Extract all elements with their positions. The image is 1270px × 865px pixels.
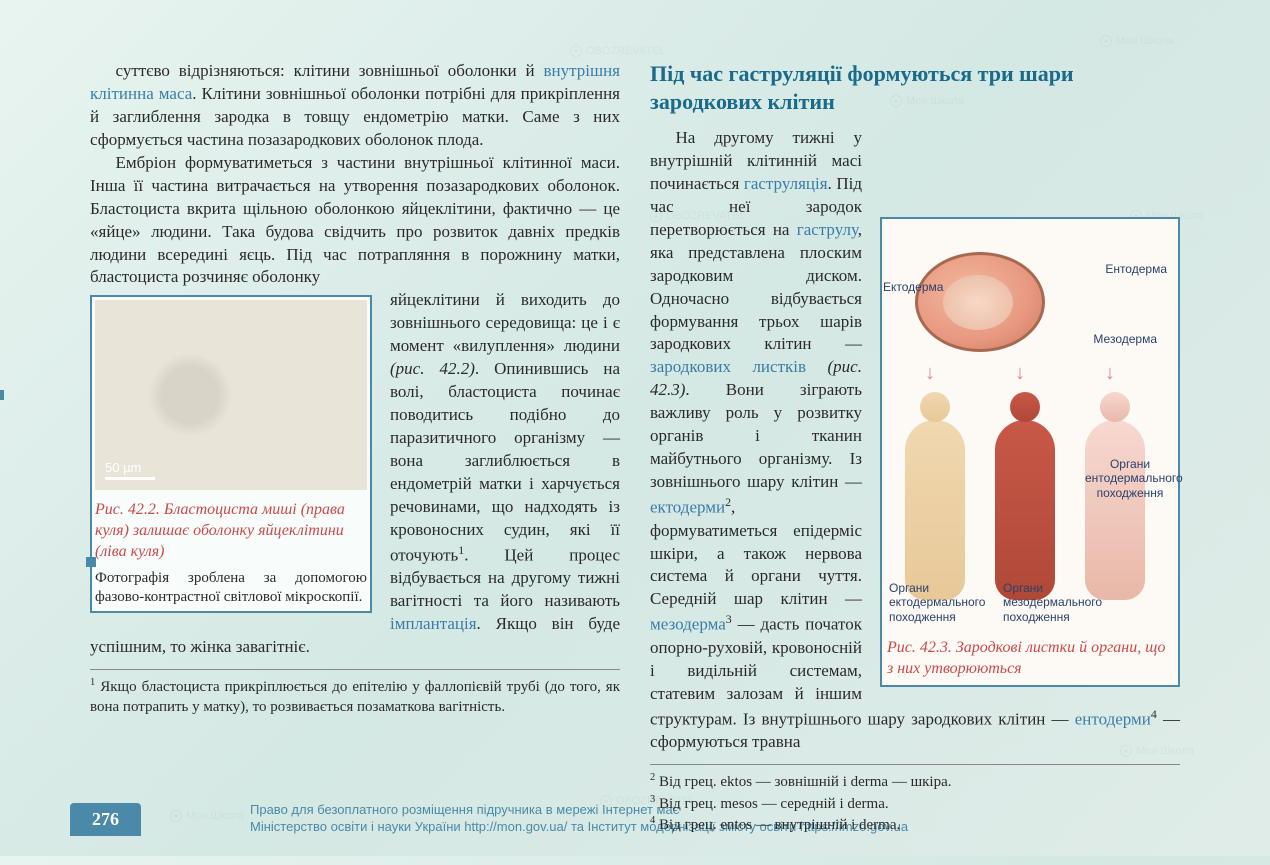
embryo-shape <box>915 252 1045 352</box>
footnote-3-text: Від грец. mesos — середній і derma. <box>659 796 889 812</box>
arrow-icon: ↓ <box>1105 362 1115 385</box>
label-ecto-organs: Органи ектодермального походження <box>889 581 989 624</box>
scale-bar: 50 µm <box>105 460 155 480</box>
term-entoderm: ентодерми <box>1075 709 1151 728</box>
term-gastrulation: гаструляція <box>744 174 828 193</box>
text: яйцеклітини й виходить до зовнішнього се… <box>390 290 620 355</box>
figure-ref: (рис. 42.2) <box>390 359 475 378</box>
figure-42-2: 50 µm Рис. 42.2. Бластоциста миші (права… <box>90 295 372 612</box>
body-ento <box>1085 420 1145 600</box>
figure-42-3-title: Рис. 42.3. Зародкові листки й органи, що… <box>887 638 1173 680</box>
term-implantation: імплантація <box>390 614 477 633</box>
label-meso-organs: Органи мезодермального походження <box>1003 581 1103 624</box>
figure-42-2-image: 50 µm <box>95 300 367 490</box>
label-entoderm: Ентодерма <box>1105 262 1167 276</box>
term-gastrula: гаструлу <box>797 220 858 239</box>
footnote-3: 3 Від грец. mesos — середній і derma. <box>650 793 1180 814</box>
box-marker <box>86 557 96 567</box>
text: Ембріон формуватиметься з частини внутрі… <box>90 153 620 287</box>
footnote-4-text: Від грец. entos — внутрішній і derma. <box>659 817 900 833</box>
label-ento-organs: Органи ентодермального походження <box>1085 457 1175 500</box>
text: . Опинившись на волі, бластоциста почина… <box>390 359 620 564</box>
figure-42-2-title: Рис. 42.2. Бластоциста миші (права куля)… <box>95 500 367 562</box>
figure-42-3-image: Ектодерма Ентодерма Мезодерма ↓ ↓ ↓ Орга… <box>885 222 1175 630</box>
body-ecto <box>905 420 965 600</box>
footnote-1-text: Якщо бластоциста прикріплюється до епіте… <box>90 679 620 715</box>
page-content: суттєво відрізняються: клітини зовнішньо… <box>0 0 1270 865</box>
term-ectoderm: ектодерми <box>650 498 725 517</box>
right-footnotes: 2 Від грец. ektos — зовнішній і derma — … <box>650 764 1180 835</box>
footnote-2: 2 Від грец. ektos — зовнішній і derma — … <box>650 771 1180 792</box>
box-marker <box>0 390 4 400</box>
term-germ-layers: зародкових листків <box>650 357 806 376</box>
body-meso <box>995 420 1055 600</box>
right-column: Під час гаструляції формуються три шари … <box>650 60 1180 835</box>
text: суттєво відрізняються: клітини зовнішньо… <box>116 61 544 80</box>
left-paragraph-2a: Ембріон формуватиметься з частини внутрі… <box>90 152 620 290</box>
arrow-icon: ↓ <box>925 362 935 385</box>
section-heading: Під час гаструляції формуються три шари … <box>650 60 1180 115</box>
footnote-num-1: 1 <box>90 677 95 688</box>
left-paragraph-1: суттєво відрізняються: клітини зовнішньо… <box>90 60 620 152</box>
text: . Якщо він буде успішним, то жінка заваг… <box>90 614 620 656</box>
figure-42-3: Ектодерма Ентодерма Мезодерма ↓ ↓ ↓ Орга… <box>880 217 1180 687</box>
label-mesoderm: Мезодерма <box>1093 332 1157 346</box>
label-ectoderm: Ектодерма <box>883 280 943 294</box>
left-footnotes: 1 Якщо бластоциста прикріплюється до епі… <box>90 669 620 718</box>
footnote-4: 4 Від грец. entos — внутрішній і derma. <box>650 814 1180 835</box>
left-column: суттєво відрізняються: клітини зовнішньо… <box>90 60 620 835</box>
figure-42-2-subtitle: Фотографія зроблена за допомогою фазово-… <box>95 569 367 608</box>
footnote-2-text: Від грец. ektos — зовнішній і derma — шк… <box>659 774 952 790</box>
term-mesoderm: мезодерма <box>650 615 726 634</box>
arrow-icon: ↓ <box>1015 362 1025 385</box>
